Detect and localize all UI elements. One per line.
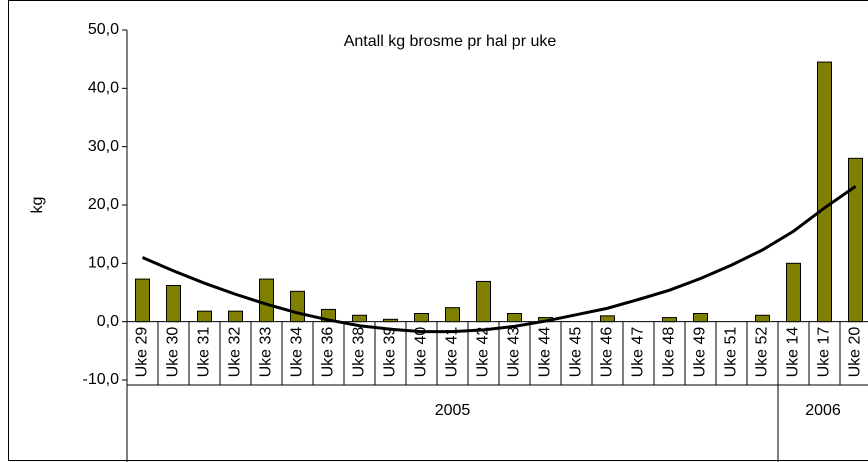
bar (166, 285, 181, 323)
group-label: 2006 (805, 402, 841, 419)
bar (662, 317, 677, 323)
bar (817, 61, 832, 323)
x-tick-label: Uke 33 (258, 327, 275, 378)
x-tick-label: Uke 45 (568, 327, 585, 378)
x-tick-label: Uke 30 (165, 327, 182, 378)
x-tick-label: Uke 34 (289, 327, 306, 378)
bar (414, 313, 429, 323)
x-tick-label: Uke 48 (661, 327, 678, 378)
x-tick-label: Uke 49 (692, 327, 709, 378)
bar (228, 310, 243, 323)
x-tick-label: Uke 42 (475, 327, 492, 378)
x-tick-label: Uke 41 (444, 327, 461, 378)
bar (383, 318, 398, 323)
y-tick-label: -10,0 (83, 371, 120, 388)
x-tick-label: Uke 51 (723, 327, 740, 378)
chart-border (8, 0, 868, 461)
y-axis-label: kg (29, 197, 46, 214)
bar (476, 280, 491, 323)
bar (445, 307, 460, 323)
x-tick-label: Uke 44 (537, 327, 554, 378)
x-tick-label: Uke 20 (847, 327, 864, 378)
x-tick-label: Uke 31 (196, 327, 213, 378)
x-tick-label: Uke 47 (630, 327, 647, 378)
x-tick-label: Uke 29 (134, 327, 151, 378)
chart-title: Antall kg brosme pr hal pr uke (344, 33, 557, 50)
bar (507, 313, 522, 323)
bar (786, 262, 801, 323)
group-label: 2005 (435, 402, 471, 419)
x-tick-label: Uke 38 (351, 327, 368, 378)
trend-line (141, 185, 857, 334)
y-tick-label: 50,0 (88, 21, 119, 38)
x-tick-label: Uke 52 (754, 327, 771, 378)
y-tick-label: 10,0 (88, 255, 119, 272)
x-tick-label: Uke 43 (506, 327, 523, 378)
x-tick-label: Uke 14 (785, 327, 802, 378)
y-tick-label: 20,0 (88, 196, 119, 213)
bar (848, 157, 863, 323)
y-tick-label: 40,0 (88, 80, 119, 97)
bar (290, 290, 305, 323)
bar (135, 278, 150, 323)
bar (197, 310, 212, 323)
bar (352, 314, 367, 323)
bar (693, 313, 708, 323)
x-tick-label: Uke 46 (599, 327, 616, 378)
bar (600, 315, 615, 323)
y-tick-label: 30,0 (88, 138, 119, 155)
x-tick-label: Uke 39 (382, 327, 399, 378)
bar (259, 278, 274, 323)
bar (755, 314, 770, 323)
x-tick-label: Uke 17 (816, 327, 833, 378)
x-tick-label: Uke 36 (320, 327, 337, 378)
y-tick-label: 0,0 (97, 313, 119, 330)
x-tick-label: Uke 32 (227, 327, 244, 378)
x-tick-label: Uke 40 (413, 327, 430, 378)
